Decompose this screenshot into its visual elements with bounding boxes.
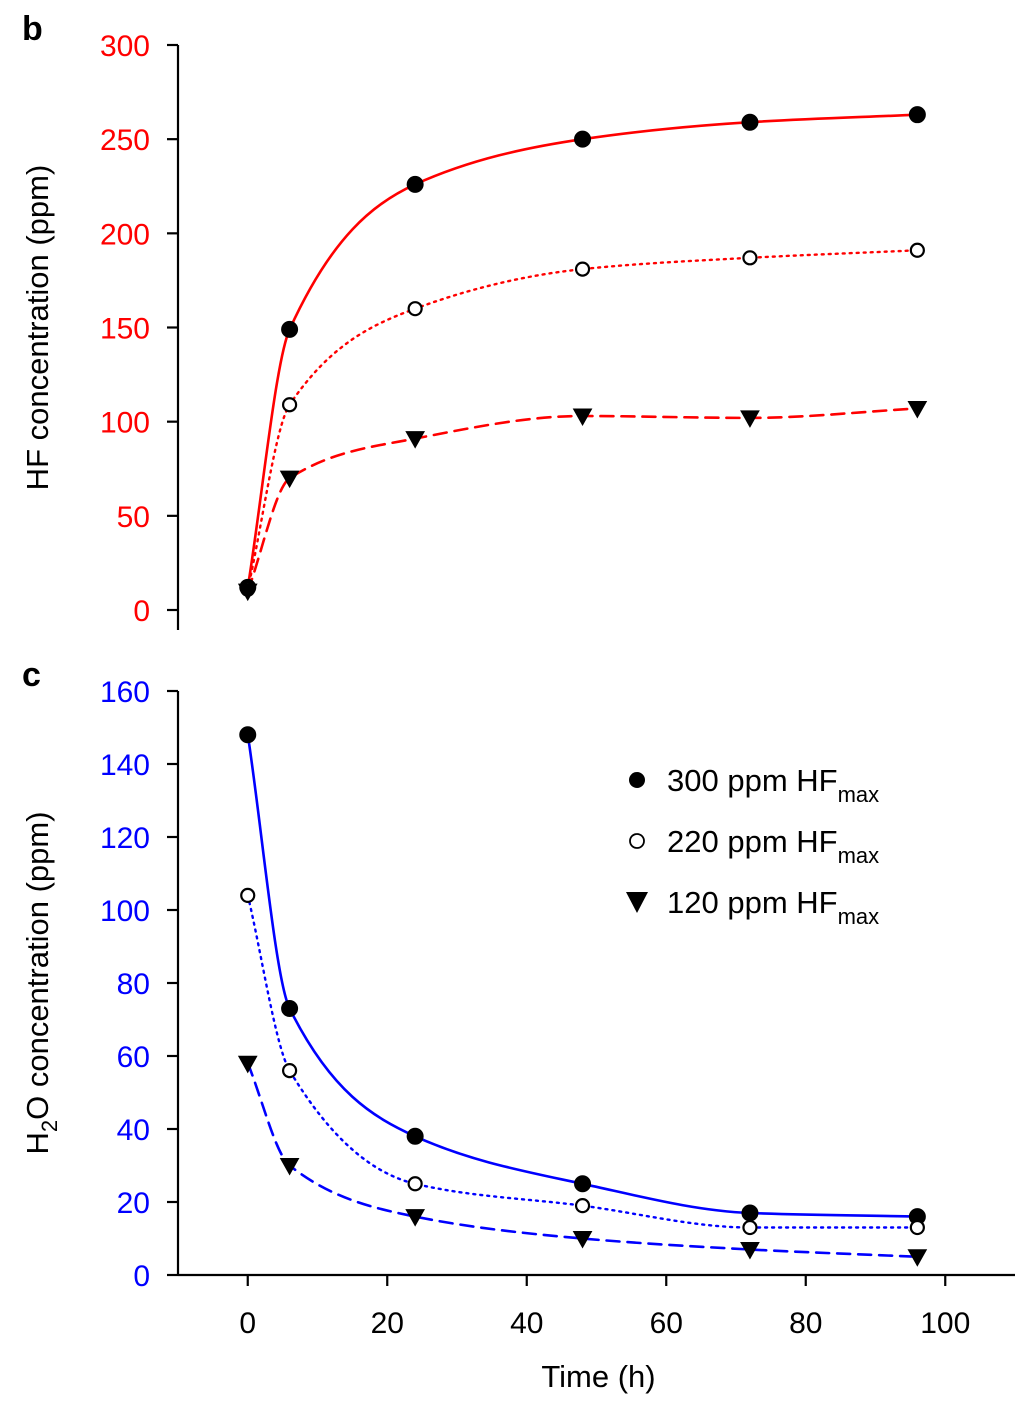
- x-tick-label: 60: [650, 1307, 683, 1340]
- y-tick-label: 50: [117, 501, 150, 534]
- x-tick-label: 100: [920, 1307, 970, 1340]
- data-point: [405, 1209, 426, 1227]
- data-point: [279, 470, 300, 489]
- legend-label-main: 120 ppm HF: [667, 885, 838, 920]
- panel-label: b: [22, 10, 43, 48]
- data-point: [407, 301, 423, 317]
- y-axis-label: H2O concentration (ppm): [20, 811, 62, 1154]
- data-point: [406, 1127, 424, 1145]
- data-point: [907, 1249, 928, 1267]
- data-point: [741, 113, 759, 131]
- legend-label: 220 ppm HFmax: [667, 824, 879, 868]
- data-point: [742, 250, 758, 266]
- data-point: [281, 1000, 299, 1018]
- data-point: [407, 1176, 423, 1192]
- legend-marker: [629, 833, 645, 849]
- data-point: [281, 320, 299, 338]
- data-point: [907, 400, 928, 419]
- series-line-2: [246, 249, 919, 591]
- data-point: [406, 175, 424, 193]
- panel-b: b 0 50 100 150 200 250 300 HF concentration (ppm…: [20, 10, 928, 630]
- y-tick-label: 60: [117, 1041, 150, 1074]
- data-point: [405, 431, 426, 449]
- legend-label-main: 300 ppm HF: [667, 763, 838, 798]
- y-tick-label: 150: [100, 313, 150, 346]
- data-point: [282, 1062, 298, 1079]
- y-tick-label: 100: [100, 895, 150, 928]
- y-tick-label: 40: [117, 1114, 150, 1147]
- data-point: [908, 106, 926, 124]
- y-tick-label: 120: [100, 822, 150, 855]
- legend-label: 300 ppm HFmax: [667, 763, 879, 807]
- y-axis-label: HF concentration (ppm): [20, 165, 55, 491]
- legend-label-sub: max: [838, 904, 880, 929]
- y-tick-label: 0: [133, 595, 150, 628]
- y-tick-label: 200: [100, 218, 150, 251]
- legend-label-sub: max: [838, 782, 880, 807]
- legend-marker: [629, 772, 645, 788]
- y-axis-label-rest: O concentration (ppm): [20, 811, 55, 1119]
- series-line-3: [246, 407, 919, 593]
- legend-marker: [626, 892, 648, 913]
- data-point: [572, 408, 593, 427]
- data-point: [909, 1219, 925, 1236]
- data-point: [741, 1204, 759, 1222]
- y-tick-label: 300: [100, 30, 150, 63]
- x-tick-label: 0: [239, 1307, 256, 1340]
- data-point: [239, 726, 257, 744]
- series-line-2: [246, 894, 919, 1229]
- data-point: [574, 130, 592, 148]
- legend-label-main: 220 ppm HF: [667, 824, 838, 859]
- legend-label-sub: max: [838, 843, 880, 868]
- y-tick-label: 250: [100, 124, 150, 157]
- data-point: [237, 583, 258, 602]
- data-point: [237, 1055, 258, 1074]
- y-tick-label: 140: [100, 749, 150, 782]
- data-point: [574, 261, 591, 277]
- data-point: [909, 242, 925, 258]
- legend-label: 120 ppm HFmax: [667, 885, 879, 929]
- data-point: [740, 1241, 760, 1260]
- y-tick-label: 80: [117, 968, 150, 1001]
- y-axis-label-sub: 2: [37, 1120, 62, 1132]
- data-point: [240, 887, 256, 904]
- y-axis-label-main: H: [20, 1132, 55, 1154]
- y-tick-label: 100: [100, 407, 150, 440]
- data-point: [574, 1198, 591, 1214]
- data-point: [740, 410, 760, 428]
- data-point: [574, 1175, 592, 1193]
- y-tick-label: 160: [100, 676, 150, 709]
- data-point: [282, 397, 298, 413]
- series-line-1: [246, 113, 919, 589]
- y-tick-label: 0: [133, 1260, 150, 1293]
- x-tick-label: 20: [371, 1307, 404, 1340]
- x-tick-label: 80: [789, 1307, 822, 1340]
- x-axis-label: Time (h): [541, 1359, 655, 1394]
- data-point: [742, 1219, 758, 1236]
- x-tick-label: 40: [510, 1307, 543, 1340]
- data-point: [572, 1231, 593, 1249]
- panel-label: c: [22, 656, 41, 694]
- y-tick-label: 20: [117, 1187, 150, 1220]
- data-point: [279, 1158, 300, 1176]
